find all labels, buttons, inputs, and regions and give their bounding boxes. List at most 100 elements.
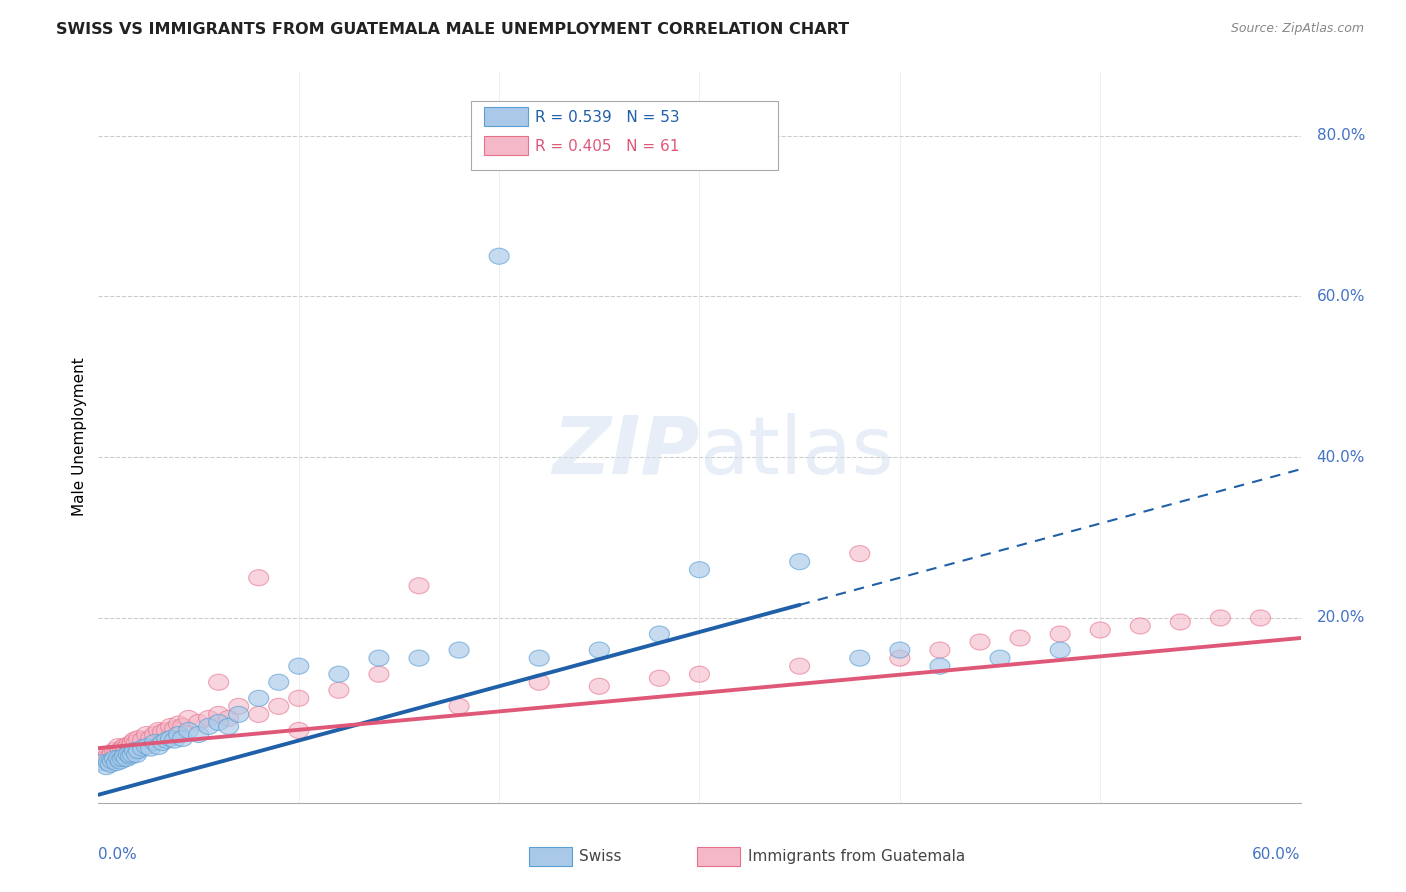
Ellipse shape [97,758,117,774]
Ellipse shape [160,731,180,747]
Ellipse shape [93,755,112,771]
Ellipse shape [188,714,208,731]
FancyBboxPatch shape [471,101,778,170]
Ellipse shape [1130,618,1150,634]
Ellipse shape [156,723,177,739]
Ellipse shape [108,750,128,766]
Ellipse shape [1010,630,1031,646]
Ellipse shape [249,690,269,706]
Ellipse shape [229,698,249,714]
Ellipse shape [121,739,141,755]
Ellipse shape [98,755,118,771]
Text: R = 0.405   N = 61: R = 0.405 N = 61 [534,139,679,154]
Ellipse shape [103,745,122,761]
Ellipse shape [149,739,169,755]
Ellipse shape [650,670,669,686]
Text: Immigrants from Guatemala: Immigrants from Guatemala [748,849,965,864]
Ellipse shape [188,726,208,742]
Ellipse shape [173,718,193,734]
Text: Swiss: Swiss [579,849,621,864]
Text: SWISS VS IMMIGRANTS FROM GUATEMALA MALE UNEMPLOYMENT CORRELATION CHART: SWISS VS IMMIGRANTS FROM GUATEMALA MALE … [56,22,849,37]
Ellipse shape [169,716,188,732]
Ellipse shape [288,658,309,674]
Ellipse shape [112,740,132,756]
Ellipse shape [93,747,112,763]
Ellipse shape [128,731,149,747]
Ellipse shape [890,642,910,658]
Ellipse shape [1050,626,1070,642]
Ellipse shape [145,726,165,742]
Ellipse shape [117,750,136,766]
Ellipse shape [104,750,125,766]
Text: 40.0%: 40.0% [1316,450,1365,465]
Ellipse shape [107,745,127,761]
Ellipse shape [111,753,131,769]
Ellipse shape [849,650,870,666]
Ellipse shape [489,248,509,264]
Text: 20.0%: 20.0% [1316,610,1365,625]
Ellipse shape [219,718,239,734]
Ellipse shape [122,734,142,750]
Ellipse shape [409,578,429,594]
Ellipse shape [118,747,139,763]
Text: 60.0%: 60.0% [1316,289,1365,304]
Text: atlas: atlas [699,413,894,491]
Ellipse shape [249,570,269,586]
Ellipse shape [141,731,160,747]
Ellipse shape [368,650,389,666]
Text: 80.0%: 80.0% [1316,128,1365,143]
Ellipse shape [104,742,125,758]
Ellipse shape [790,554,810,570]
Ellipse shape [179,710,198,726]
Ellipse shape [198,710,219,726]
Text: R = 0.539   N = 53: R = 0.539 N = 53 [534,110,679,125]
Ellipse shape [329,682,349,698]
Ellipse shape [98,747,118,763]
Ellipse shape [179,723,198,739]
Ellipse shape [145,734,165,750]
Ellipse shape [589,678,609,694]
Ellipse shape [127,747,146,763]
Ellipse shape [890,650,910,666]
Y-axis label: Male Unemployment: Male Unemployment [72,358,87,516]
Ellipse shape [114,748,135,764]
Ellipse shape [125,732,145,748]
Ellipse shape [208,714,229,731]
Text: 60.0%: 60.0% [1253,847,1301,862]
Ellipse shape [208,706,229,723]
Ellipse shape [368,666,389,682]
Ellipse shape [689,666,710,682]
Ellipse shape [169,726,188,742]
Ellipse shape [269,698,288,714]
Ellipse shape [132,740,152,756]
Ellipse shape [689,562,710,578]
Ellipse shape [288,723,309,739]
Ellipse shape [1211,610,1230,626]
Text: ZIP: ZIP [553,413,699,491]
Ellipse shape [117,740,136,756]
Ellipse shape [990,650,1010,666]
Ellipse shape [108,739,128,755]
Ellipse shape [136,739,156,755]
Ellipse shape [790,658,810,674]
Ellipse shape [100,748,121,764]
Ellipse shape [121,748,141,764]
Ellipse shape [329,666,349,682]
Text: 0.0%: 0.0% [98,847,138,862]
Ellipse shape [114,739,135,755]
Ellipse shape [141,740,160,756]
Ellipse shape [849,546,870,562]
Ellipse shape [127,734,146,750]
Ellipse shape [97,750,117,766]
Ellipse shape [149,723,169,739]
Ellipse shape [1250,610,1271,626]
Ellipse shape [1050,642,1070,658]
Ellipse shape [100,756,121,772]
Ellipse shape [269,674,288,690]
Ellipse shape [198,718,219,734]
Ellipse shape [409,650,429,666]
FancyBboxPatch shape [484,136,527,155]
Ellipse shape [650,626,669,642]
Ellipse shape [970,634,990,650]
Ellipse shape [1090,622,1111,638]
